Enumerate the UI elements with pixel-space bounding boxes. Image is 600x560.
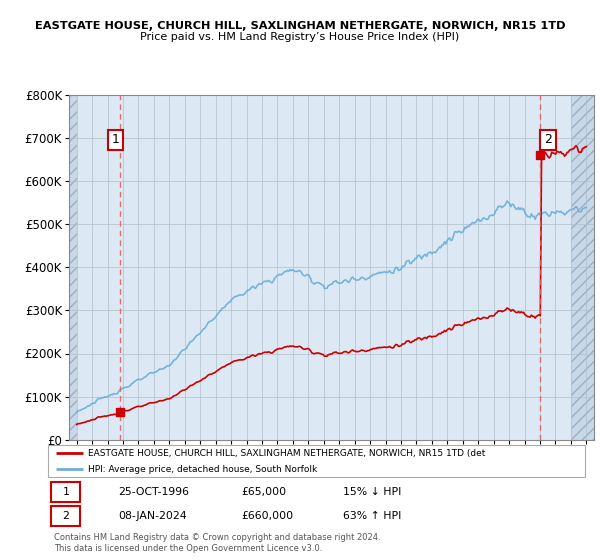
Text: Contains HM Land Registry data © Crown copyright and database right 2024.
This d: Contains HM Land Registry data © Crown c… <box>54 533 380 553</box>
Text: 63% ↑ HPI: 63% ↑ HPI <box>343 511 402 521</box>
Bar <box>69 95 77 440</box>
Text: 2: 2 <box>62 511 69 521</box>
Text: £65,000: £65,000 <box>241 487 286 497</box>
Text: EASTGATE HOUSE, CHURCH HILL, SAXLINGHAM NETHERGATE, NORWICH, NR15 1TD (det: EASTGATE HOUSE, CHURCH HILL, SAXLINGHAM … <box>88 449 485 458</box>
Text: 15% ↓ HPI: 15% ↓ HPI <box>343 487 402 497</box>
FancyBboxPatch shape <box>50 506 80 526</box>
FancyBboxPatch shape <box>50 482 80 502</box>
Text: 2: 2 <box>544 133 552 147</box>
Text: 1: 1 <box>62 487 69 497</box>
Text: 1: 1 <box>112 133 119 147</box>
Bar <box>571 95 594 440</box>
Text: Price paid vs. HM Land Registry’s House Price Index (HPI): Price paid vs. HM Land Registry’s House … <box>140 32 460 43</box>
Text: 08-JAN-2024: 08-JAN-2024 <box>118 511 187 521</box>
FancyBboxPatch shape <box>48 445 585 477</box>
Text: HPI: Average price, detached house, South Norfolk: HPI: Average price, detached house, Sout… <box>88 465 317 474</box>
Text: EASTGATE HOUSE, CHURCH HILL, SAXLINGHAM NETHERGATE, NORWICH, NR15 1TD: EASTGATE HOUSE, CHURCH HILL, SAXLINGHAM … <box>35 21 565 31</box>
Text: £660,000: £660,000 <box>241 511 293 521</box>
Text: 25-OCT-1996: 25-OCT-1996 <box>118 487 189 497</box>
